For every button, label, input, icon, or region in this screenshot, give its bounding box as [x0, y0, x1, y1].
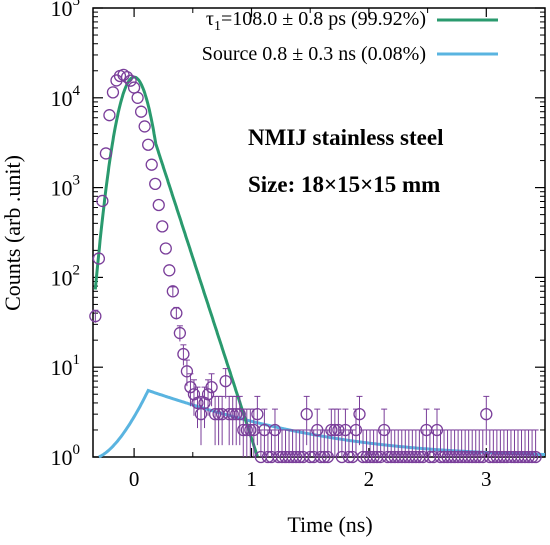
series-group — [89, 68, 545, 464]
series-line-fit — [93, 75, 259, 457]
data-point — [409, 450, 423, 464]
data-point — [191, 396, 204, 410]
data-point — [120, 70, 134, 84]
data-point — [180, 365, 194, 378]
legend-tau-subscript: 1 — [214, 19, 221, 34]
data-point — [201, 388, 215, 401]
series-line-source — [98, 388, 545, 459]
data-point — [480, 408, 493, 421]
y-tick-label: 105 — [51, 0, 81, 21]
data-point — [134, 105, 148, 118]
x-tick-label: 1 — [246, 467, 257, 491]
y-tick-label: 104 — [51, 83, 81, 111]
legend: τ1=108.0 ± 0.8 ps (99.92%) Source 0.8 ± … — [202, 8, 498, 65]
data-point — [522, 450, 535, 464]
data-point — [170, 306, 183, 320]
annotation-sample: NMIJ stainless steel — [248, 125, 443, 150]
data-point — [152, 198, 165, 212]
y-tick-label: 102 — [51, 262, 81, 290]
data-point — [205, 380, 218, 394]
y-tick-label: 101 — [51, 352, 81, 380]
data-point — [127, 81, 141, 94]
data-point — [159, 242, 172, 255]
data-point — [314, 450, 327, 464]
data-point — [89, 310, 102, 323]
data-point — [529, 450, 542, 464]
y-axis-label: Counts (arb .unit) — [0, 155, 25, 311]
data-point — [244, 423, 257, 437]
data-point — [353, 408, 366, 421]
data-point — [219, 374, 232, 388]
y-tick-label: 100 — [51, 442, 81, 470]
data-point — [106, 86, 120, 99]
data-point — [300, 408, 313, 421]
data-point — [251, 408, 264, 421]
data-point — [138, 120, 151, 133]
data-point — [325, 423, 338, 437]
data-point — [321, 450, 334, 464]
data-point — [103, 109, 116, 122]
data-point — [318, 450, 331, 464]
data-point — [131, 91, 144, 104]
x-tick-label: 3 — [481, 467, 492, 491]
data-point — [96, 194, 109, 208]
data-point — [166, 285, 179, 298]
data-point — [198, 396, 211, 410]
data-point — [124, 74, 137, 87]
x-tick-label: 2 — [364, 467, 375, 491]
annotation-size: Size: 18×15×15 mm — [248, 172, 440, 197]
data-point — [525, 450, 539, 464]
data-point — [145, 158, 158, 171]
data-point — [233, 408, 246, 421]
data-point — [240, 423, 253, 437]
data-point — [469, 450, 482, 464]
data-point — [99, 147, 113, 160]
legend-label-tau: τ1=108.0 ± 0.8 ps (99.92%) — [206, 8, 426, 34]
ticks: 0 1 2 3 100 101 102 103 104 105 — [51, 0, 546, 491]
data-point — [142, 138, 155, 151]
axes — [92, 7, 546, 458]
data-point — [177, 347, 190, 361]
data-point — [92, 252, 106, 265]
data-point — [194, 408, 208, 421]
data-point — [156, 220, 169, 233]
data-point — [289, 450, 303, 464]
data-point — [187, 388, 201, 401]
plot-frame — [92, 7, 546, 458]
data-point — [208, 408, 222, 421]
data-point — [367, 450, 380, 464]
data-point — [342, 450, 356, 464]
y-tick-label: 103 — [51, 173, 81, 201]
data-point — [163, 264, 176, 277]
x-tick-label: 0 — [129, 467, 140, 491]
data-point — [226, 408, 239, 421]
legend-label-source: Source 0.8 ± 0.3 ns (0.08%) — [202, 43, 426, 65]
data-point — [173, 326, 187, 340]
data-point — [230, 408, 243, 421]
x-axis-label: Time (ns) — [287, 512, 372, 537]
data-point — [149, 177, 162, 191]
legend-tau-value: =108.0 ± 0.8 ps (99.92%) — [221, 8, 426, 30]
legend-tau-symbol: τ — [206, 8, 214, 30]
